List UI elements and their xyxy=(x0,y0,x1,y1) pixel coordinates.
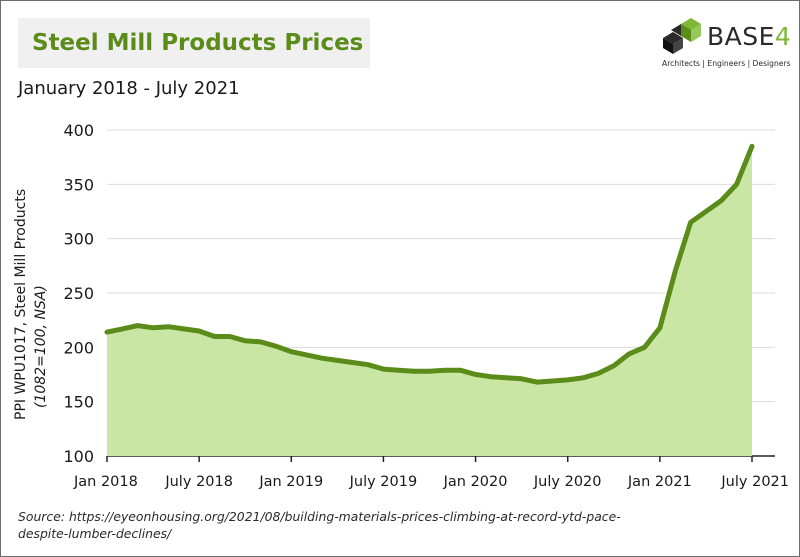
area-fill xyxy=(107,146,752,457)
x-tick-label: July 2020 xyxy=(533,474,602,490)
y-tick-label: 250 xyxy=(63,284,94,303)
y-tick-label: 150 xyxy=(63,393,94,412)
x-tick-label: July 2019 xyxy=(349,474,418,490)
y-axis-label-note: (1082=100, NSA) xyxy=(33,285,49,408)
series-line xyxy=(104,143,755,385)
x-tick-label: Jan 2019 xyxy=(258,474,323,490)
x-tick-label: July 2021 xyxy=(720,474,789,490)
y-axis-label: PPI WPU1017, Steel Mill Products (1082=1… xyxy=(13,140,63,420)
y-tick-label: 350 xyxy=(63,175,94,194)
chart-subtitle: January 2018 - July 2021 xyxy=(18,78,240,99)
x-tick-label: Jan 2018 xyxy=(73,474,138,490)
x-axis-ticks: Jan 2018 July 2018 Jan 2019 July 2019 Jan 20… xyxy=(73,456,789,490)
title-box: Steel Mill Products Prices xyxy=(18,18,370,68)
y-axis-label-main: PPI WPU1017, Steel Mill Products xyxy=(13,188,29,420)
source-note: Source: https://eyeonhousing.org/2021/08… xyxy=(18,509,621,541)
logo-wordmark: BASE4 xyxy=(707,22,792,51)
y-axis-ticks: 100 150 200 250 300 350 400 xyxy=(63,121,94,466)
y-tick-label: 300 xyxy=(63,230,94,249)
chart-title: Steel Mill Products Prices xyxy=(32,30,364,56)
y-tick-label: 200 xyxy=(63,338,94,357)
y-tick-label: 400 xyxy=(63,121,94,140)
y-tick-label: 100 xyxy=(63,447,94,466)
logo-tagline: Architects | Engineers | Designers xyxy=(662,59,791,68)
logo-cubes-icon xyxy=(663,18,701,54)
x-tick-label: July 2018 xyxy=(164,474,233,490)
base4-logo: BASE4 Architects | Engineers | Designers xyxy=(655,16,792,72)
x-tick-label: Jan 2021 xyxy=(627,474,692,490)
x-tick-label: Jan 2020 xyxy=(443,474,508,490)
